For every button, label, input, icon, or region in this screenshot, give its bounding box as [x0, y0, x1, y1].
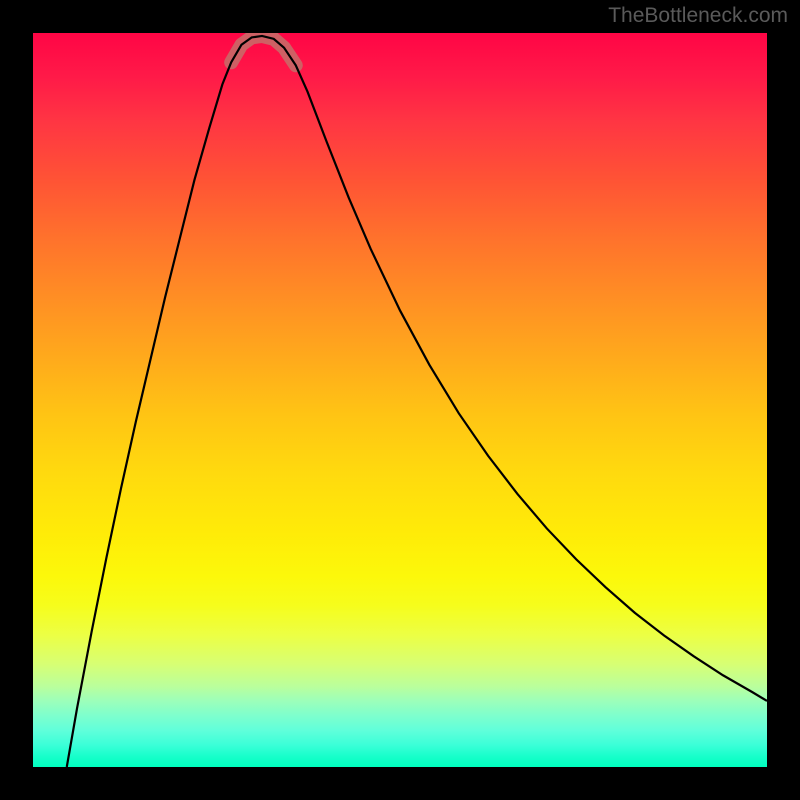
watermark-text: TheBottleneck.com: [608, 4, 788, 28]
plot-area: [33, 33, 767, 767]
bottleneck-curve: [67, 36, 767, 767]
curve-layer: [33, 33, 767, 767]
